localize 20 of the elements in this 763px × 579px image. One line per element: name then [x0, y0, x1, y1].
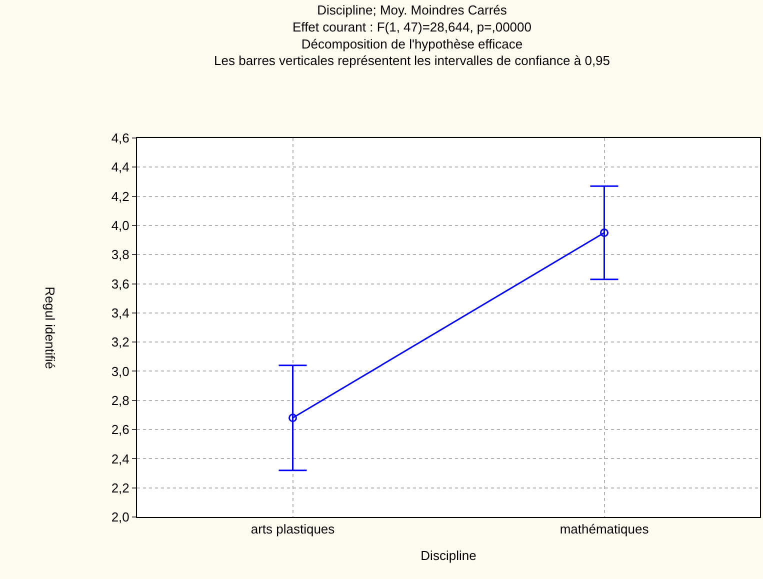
x-axis-title: Discipline [420, 548, 476, 564]
x-tick-label: mathématiques [560, 522, 650, 537]
y-tick-label: 2,8 [111, 392, 130, 408]
y-tick-label: 4,6 [111, 130, 130, 146]
chart-title: Discipline; Moy. Moindres Carrés [317, 2, 508, 18]
y-tick-label: 4,0 [111, 218, 130, 234]
x-tick-label: arts plastiques [250, 522, 336, 537]
y-tick-label: 2,0 [111, 510, 130, 525]
y-tick-label: 2,4 [111, 451, 130, 466]
y-tick-label: 3,8 [111, 247, 130, 262]
y-tick-label: 3,6 [111, 276, 130, 292]
y-tick-label: 4,2 [111, 188, 130, 204]
y-tick-label: 4,4 [111, 160, 130, 175]
chart-subtitle: Effet courant : F(1, 47)=28,644, p=,00000 Décomposition de l'hypothèse efficace Les barres verticales représentent les intervalles de confiance à 0,95 [214, 19, 610, 68]
y-tick-label: 2,6 [111, 422, 130, 438]
y-axis-title: Regul identifié [42, 286, 58, 369]
y-tick-label: 3,4 [111, 305, 130, 320]
y-tick-label: 2,2 [111, 480, 130, 496]
y-tick-label: 3,2 [111, 334, 130, 350]
y-tick-label: 3,0 [111, 364, 130, 379]
